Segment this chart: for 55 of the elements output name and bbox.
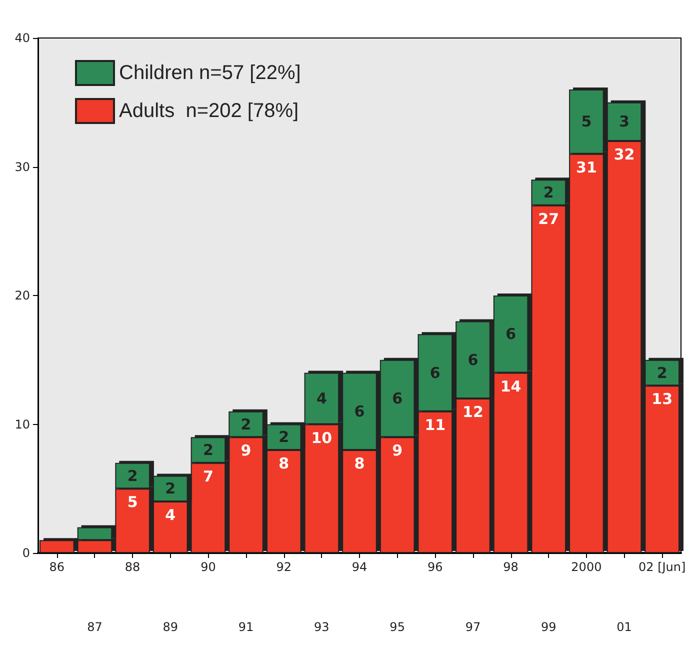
x-tick-label: 97 bbox=[465, 620, 481, 634]
data-label: 27 bbox=[538, 210, 560, 228]
data-label: 10 bbox=[311, 428, 332, 447]
x-tick-label: 89 bbox=[162, 620, 178, 634]
data-label: 31 bbox=[576, 158, 597, 176]
data-label: 3 bbox=[619, 112, 630, 131]
x-tick-label: 2000 bbox=[571, 560, 602, 574]
x-tick-label: 93 bbox=[314, 620, 330, 634]
x-tick-label: 87 bbox=[87, 620, 102, 634]
x-tick-label: 96 bbox=[428, 560, 443, 574]
data-label: 8 bbox=[278, 454, 290, 472]
x-tick-label: 92 bbox=[276, 560, 292, 574]
data-label: 13 bbox=[652, 390, 673, 408]
data-label: 6 bbox=[468, 350, 478, 369]
data-label: 2 bbox=[656, 364, 668, 382]
x-tick-label: 95 bbox=[390, 620, 405, 634]
data-label: 5 bbox=[127, 493, 138, 512]
data-label: 5 bbox=[581, 112, 592, 131]
data-label: 6 bbox=[506, 325, 516, 344]
data-label: 6 bbox=[430, 364, 440, 382]
x-tick-label: 94 bbox=[352, 560, 368, 574]
data-label: 9 bbox=[240, 442, 252, 460]
data-label: 2 bbox=[543, 184, 554, 202]
data-label: 12 bbox=[462, 403, 484, 421]
x-tick-label: 91 bbox=[238, 620, 254, 634]
x-tick-label: 01 bbox=[616, 620, 632, 634]
y-tick-label: 20 bbox=[14, 288, 30, 302]
y-tick-label: 0 bbox=[22, 546, 30, 560]
data-label: 32 bbox=[614, 146, 635, 164]
x-tick-label: 90 bbox=[200, 560, 216, 574]
data-label: 11 bbox=[424, 416, 446, 434]
legend-label: Children n=57 [22%] bbox=[119, 62, 301, 84]
data-label: 2 bbox=[127, 466, 138, 485]
data-label: 2 bbox=[240, 415, 252, 434]
x-tick-label: 88 bbox=[124, 560, 140, 574]
data-label: 2 bbox=[202, 441, 214, 459]
data-label: 2 bbox=[278, 428, 290, 446]
data-label: 9 bbox=[392, 442, 403, 460]
data-label: 2 bbox=[165, 480, 176, 498]
y-tick-label: 30 bbox=[14, 160, 30, 174]
data-label: 6 bbox=[354, 402, 365, 420]
bar bbox=[40, 540, 74, 553]
data-label: 4 bbox=[316, 390, 327, 408]
data-label: 4 bbox=[165, 506, 176, 524]
x-tick-label: 02 [Jun] bbox=[638, 560, 686, 574]
data-label: 14 bbox=[500, 377, 522, 396]
x-tick-label: 99 bbox=[540, 620, 556, 634]
legend-label: Adults n=202 [78%] bbox=[119, 100, 299, 122]
data-label: 6 bbox=[392, 390, 403, 408]
x-tick-label: 86 bbox=[49, 560, 65, 574]
y-tick-label: 40 bbox=[14, 31, 30, 45]
y-tick-label: 10 bbox=[14, 417, 30, 432]
data-label: 7 bbox=[202, 467, 214, 486]
x-tick-label: 98 bbox=[503, 560, 518, 574]
data-label: 8 bbox=[354, 454, 365, 472]
